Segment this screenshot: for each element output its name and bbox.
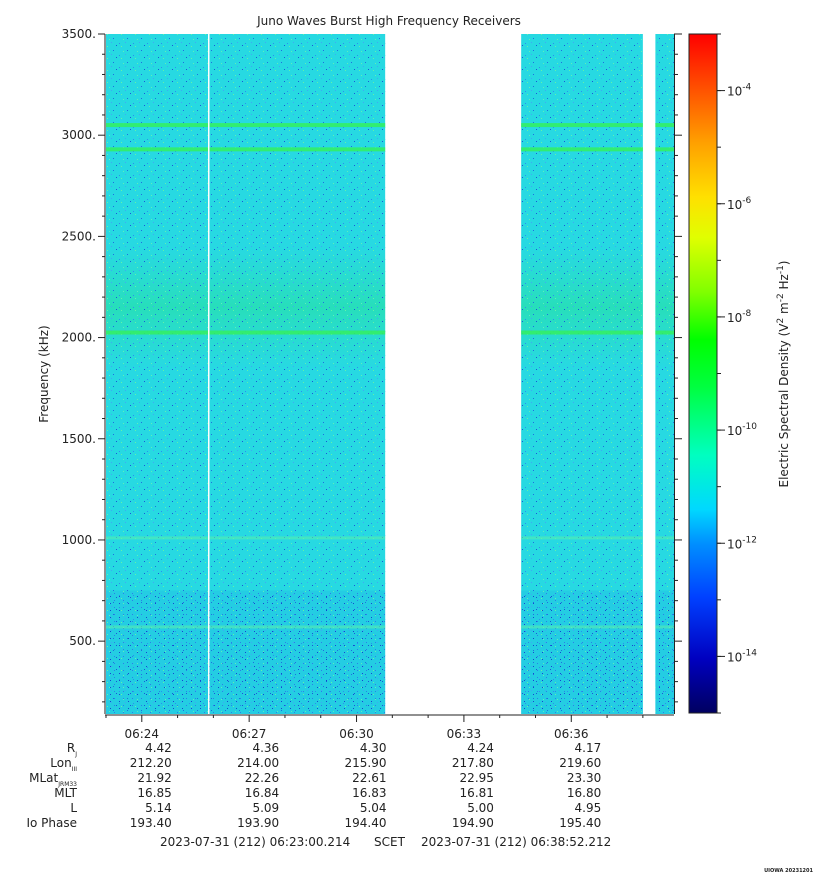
noise-texture	[521, 590, 643, 714]
ephemeris-value: 4.30	[360, 741, 387, 755]
ephemeris-value: 193.40	[130, 816, 172, 830]
noise-texture	[655, 590, 674, 714]
emission-line	[521, 123, 643, 128]
noise-texture	[655, 34, 674, 714]
ephemeris-value: 195.40	[559, 816, 601, 830]
colorbar-tick-label: 10-8	[727, 309, 752, 325]
ephemeris-row-label: LonIII	[50, 756, 77, 773]
data-segment	[106, 34, 386, 714]
spectrogram-plot-area	[106, 34, 674, 714]
ephemeris-row-label: L	[70, 801, 77, 815]
ephemeris-row-label: MLT	[54, 786, 77, 800]
emission-line	[106, 330, 386, 335]
ephemeris-value: 16.81	[460, 786, 494, 800]
x-tick-label: 06:33	[447, 727, 482, 741]
axes: 500. 1000. 1500. 2000. 2500. 3000. 3500. 06:24 0…	[62, 27, 682, 741]
ephemeris-row-label: Io Phase	[26, 816, 77, 830]
ephemeris-value: 5.14	[145, 801, 172, 815]
emission-line	[655, 123, 674, 128]
ephemeris-value: 5.04	[360, 801, 387, 815]
x-tick-label: 06:24	[124, 727, 159, 741]
emission-line	[655, 330, 674, 335]
ephemeris-value: 16.83	[352, 786, 386, 800]
time-footer-start: 2023-07-31 (212) 06:23:00.214	[160, 835, 350, 849]
noise-texture	[106, 590, 386, 714]
time-footer-end: 2023-07-31 (212) 06:38:52.212	[421, 835, 611, 849]
ephemeris-value: 5.09	[252, 801, 279, 815]
ephemeris-value: 215.90	[345, 756, 387, 770]
ephemeris-value: 212.20	[130, 756, 172, 770]
colorbar-tick-label: 10-12	[727, 535, 757, 551]
ephemeris-value: 16.80	[567, 786, 601, 800]
y-tick-label: 1000.	[62, 533, 96, 547]
emission-line	[521, 330, 643, 335]
ephemeris-value: 219.60	[559, 756, 601, 770]
chart-title: Juno Waves Burst High Frequency Receiver…	[256, 14, 521, 28]
colorbar-tick-label: 10-4	[727, 83, 752, 99]
ephemeris-value: 194.40	[345, 816, 387, 830]
emission-line	[106, 536, 386, 540]
colorbar-tick-label: 10-6	[727, 196, 752, 212]
y-axis-label: Frequency (kHz)	[37, 325, 51, 422]
y-tick-label: 1500.	[62, 432, 96, 446]
emission-line	[521, 625, 643, 629]
ephemeris-value: 23.30	[567, 771, 601, 785]
ephemeris-value: 217.80	[452, 756, 494, 770]
ephemeris-value: 5.00	[467, 801, 494, 815]
ephemeris-value: 4.24	[467, 741, 494, 755]
colorbar-tick-label: 10-10	[727, 422, 757, 438]
ephemeris-value: 22.26	[245, 771, 279, 785]
y-tick-label: 3500.	[62, 27, 96, 41]
colorbar-tick-label: 10-14	[727, 648, 757, 664]
data-segment	[521, 34, 643, 714]
ephemeris-value: 22.95	[460, 771, 494, 785]
ephemeris-value: 16.84	[245, 786, 279, 800]
emission-line	[655, 625, 674, 629]
emission-line	[655, 147, 674, 152]
y-tick-label: 2500.	[62, 229, 96, 243]
emission-line	[106, 123, 386, 128]
ephemeris-value: 4.17	[575, 741, 602, 755]
data-gap-line	[208, 34, 210, 714]
ephemeris-value: 4.42	[145, 741, 172, 755]
ephemeris-value: 214.00	[237, 756, 279, 770]
emission-line	[106, 625, 386, 629]
emission-line	[521, 536, 643, 540]
ephemeris-value: 21.92	[137, 771, 171, 785]
credit-label: UIOWA 20231201	[764, 868, 813, 874]
ephemeris-value: 193.90	[237, 816, 279, 830]
emission-line	[655, 536, 674, 540]
x-tick-label: 06:30	[339, 727, 374, 741]
x-tick-label: 06:27	[232, 727, 267, 741]
emission-line	[106, 147, 386, 152]
colorbar-label: Electric Spectral Density (V2 m-2 Hz-1)	[776, 260, 791, 487]
ephemeris-value: 4.95	[575, 801, 602, 815]
colorbar-gradient	[688, 33, 718, 714]
y-tick-label: 2000.	[62, 331, 96, 345]
ephemeris-value: 16.85	[137, 786, 171, 800]
time-footer-scet: SCET	[374, 835, 406, 849]
data-segment	[655, 34, 674, 714]
ephemeris-value: 194.90	[452, 816, 494, 830]
ephemeris-row-label: MLatJRM33	[29, 771, 77, 788]
ephemeris-value: 22.61	[352, 771, 386, 785]
ephemeris-row-label: RJ	[67, 741, 77, 758]
y-tick-label: 500.	[69, 634, 96, 648]
x-tick-label: 06:36	[554, 727, 589, 741]
colorbar: 10-4 10-6 10-8 10-10 10-12 10-14	[688, 33, 757, 714]
ephemeris-value: 4.36	[252, 741, 279, 755]
y-tick-label: 3000.	[62, 128, 96, 142]
emission-line	[521, 147, 643, 152]
ephemeris-table: RJ 4.42 4.36 4.30 4.24 4.17 LonIII 212.20 214.00…	[26, 741, 601, 830]
